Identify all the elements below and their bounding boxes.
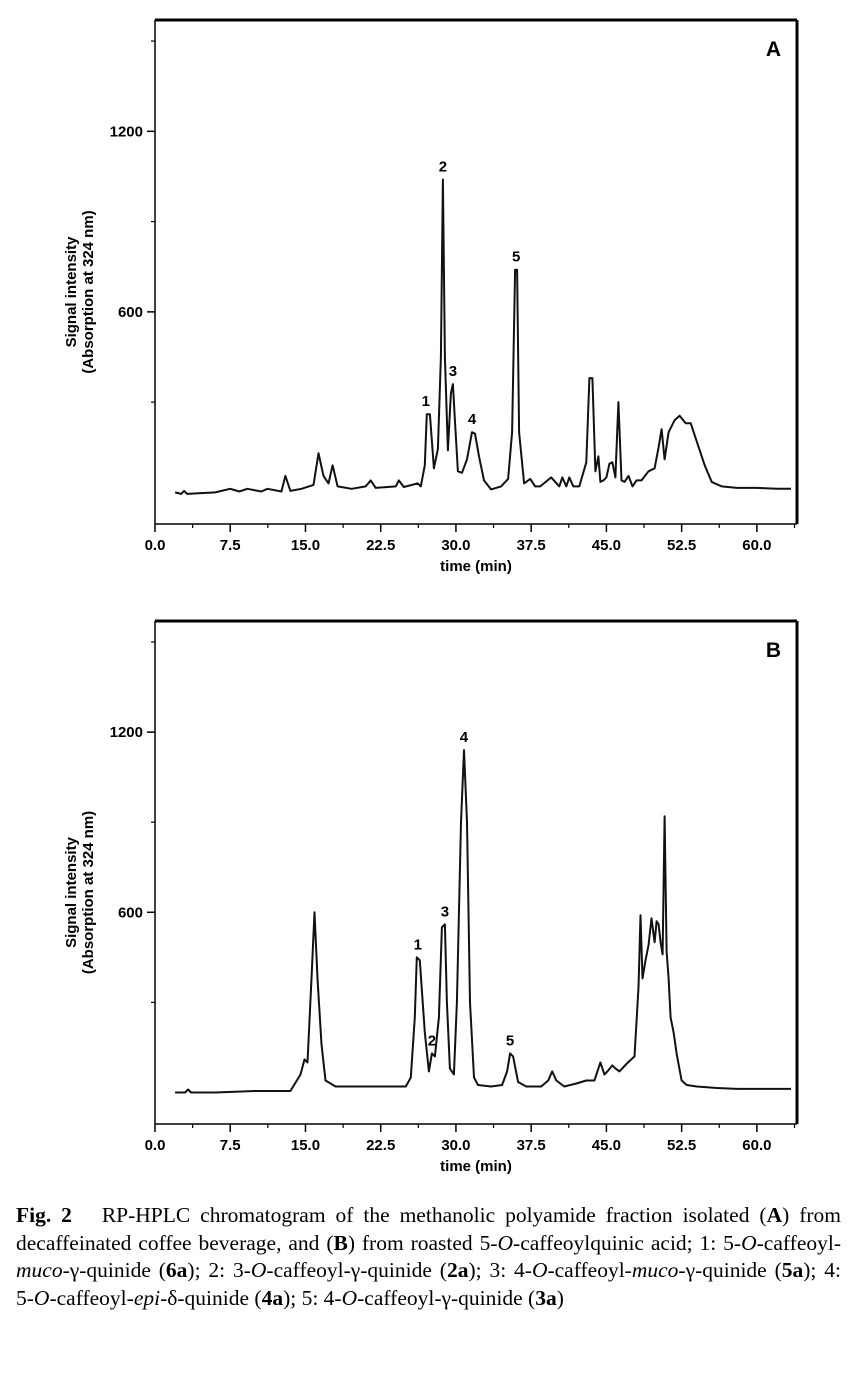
caption-segment: B [333, 1230, 348, 1255]
y-axis-title-line2: (Absorption at 324 nm) [80, 210, 97, 373]
x-tick-label: 22.5 [366, 1137, 395, 1154]
peak-label-3: 3 [449, 363, 457, 380]
caption-segment: ); 2: 3- [187, 1258, 251, 1282]
chromatogram-b-svg: 0.0 7.5 15.0 22.5 30.0 37.5 45.0 52.5 60.0 600 120… [63, 619, 799, 1175]
peak-label-4: 4 [468, 411, 477, 428]
caption-segment: -caffeoyl- [547, 1258, 632, 1282]
x-tick-label: 37.5 [517, 537, 546, 554]
caption-segment: 5a [781, 1258, 804, 1282]
caption-segment: -caffeoylquinic acid; 1: 5- [513, 1230, 742, 1255]
caption-segment: ); 5: 4- [283, 1285, 342, 1310]
caption-segment: O [341, 1285, 358, 1310]
x-axis-title: time (min) [440, 1158, 512, 1175]
chromatogram-trace [175, 749, 791, 1094]
caption-segment: -caffeoyl- [756, 1230, 841, 1255]
chromatogram-trace [174, 178, 791, 495]
caption-segment: O [531, 1258, 548, 1282]
y-tick-label: 600 [118, 904, 143, 921]
peak-label-3: 3 [441, 903, 449, 920]
caption-segment: ) from roasted 5- [347, 1230, 498, 1255]
caption-text: RP-HPLC chromatogram of the methanolic p… [16, 1203, 841, 1310]
peak-label-1: 1 [422, 393, 430, 410]
peak-label-4: 4 [460, 729, 469, 746]
x-tick-label: 45.0 [592, 537, 621, 554]
caption-segment: O [250, 1258, 267, 1282]
caption-segment: -caffeoyl- [49, 1285, 134, 1310]
caption-segment: O [741, 1230, 757, 1255]
x-tick-label: 15.0 [291, 1137, 320, 1154]
caption-segment: muco [631, 1258, 679, 1282]
y-tick-label: 1200 [110, 123, 143, 140]
caption-segment: RP-HPLC chromatogram of the methanolic p… [101, 1203, 767, 1227]
caption-segment: epi [133, 1285, 161, 1310]
caption-segment: -γ-quinide ( [678, 1258, 782, 1282]
caption-segment: -δ-quinide ( [160, 1285, 262, 1310]
peak-label-5: 5 [512, 249, 520, 266]
caption-segment: ) [556, 1285, 564, 1310]
x-tick-label: 0.0 [145, 1137, 166, 1154]
caption-segment: 3a [535, 1285, 557, 1310]
caption-segment: O [497, 1230, 514, 1255]
caption-segment: -caffeoyl-γ-quinide ( [266, 1258, 447, 1282]
peak-label-2: 2 [439, 158, 447, 175]
x-tick-label: 52.5 [667, 537, 696, 554]
x-tick-label: 60.0 [742, 537, 771, 554]
y-axis-title-line1: Signal intensity [63, 236, 80, 348]
caption-segment: -caffeoyl-γ-quinide ( [357, 1285, 536, 1310]
x-tick-label: 60.0 [742, 1137, 771, 1154]
panel-letter: B [766, 639, 781, 662]
x-tick-label: 0.0 [145, 537, 166, 554]
x-axis-title: time (min) [440, 558, 512, 575]
caption-segment: ) from decaffeinated coffee beverage, an… [16, 1203, 842, 1255]
figure-label: Fig. 2 [16, 1203, 72, 1227]
peak-label-1: 1 [414, 936, 422, 953]
caption-segment: ); 3: 4- [468, 1258, 532, 1282]
y-tick-label: 600 [118, 304, 143, 321]
y-axis-title-line1: Signal intensity [63, 836, 80, 948]
x-tick-label: 45.0 [592, 1137, 621, 1154]
caption-segment: A [766, 1203, 783, 1227]
x-tick-label: 15.0 [291, 537, 320, 554]
caption-segment: -γ-quinide ( [62, 1258, 166, 1282]
x-tick-label: 22.5 [366, 537, 395, 554]
x-tick-label: 7.5 [220, 537, 241, 554]
peak-label-2: 2 [428, 1032, 436, 1049]
panel-letter: A [766, 38, 781, 61]
chromatogram-a: 0.0 7.5 15.0 22.5 30.0 37.5 45.0 52.5 60.0 600 120… [0, 0, 853, 600]
figure-caption: Fig. 2 RP-HPLC chromatogram of the metha… [16, 1202, 841, 1312]
caption-segment: ); 4: 5- [16, 1258, 841, 1310]
peak-label-5: 5 [506, 1032, 514, 1049]
x-tick-label: 37.5 [517, 1137, 546, 1154]
chromatogram-a-svg: 0.0 7.5 15.0 22.5 30.0 37.5 45.0 52.5 60.0 600 120… [63, 18, 799, 575]
caption-segment: 6a [165, 1258, 188, 1282]
caption-segment: 2a [446, 1258, 469, 1282]
y-tick-label: 1200 [110, 724, 143, 741]
x-tick-label: 30.0 [441, 1137, 470, 1154]
x-tick-label: 52.5 [667, 1137, 696, 1154]
caption-segment: muco [16, 1258, 63, 1282]
caption-segment: 4a [261, 1285, 284, 1310]
x-tick-label: 7.5 [220, 1137, 241, 1154]
chromatogram-b: 0.0 7.5 15.0 22.5 30.0 37.5 45.0 52.5 60.0 600 120… [0, 600, 853, 1200]
y-axis-title-line2: (Absorption at 324 nm) [80, 811, 97, 974]
x-tick-label: 30.0 [441, 537, 470, 554]
caption-segment: O [33, 1285, 50, 1310]
